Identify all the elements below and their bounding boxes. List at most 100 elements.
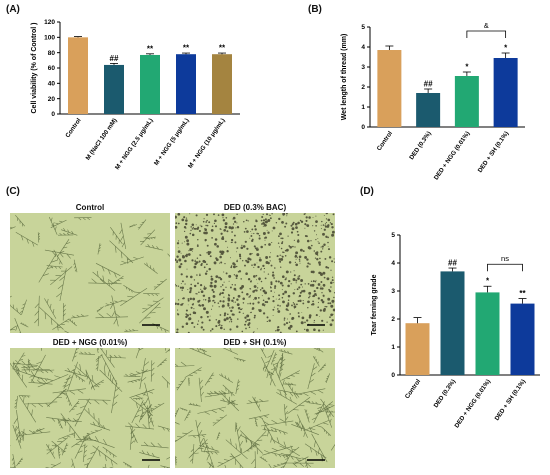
fern-leaf — [109, 374, 112, 381]
fern-leaf — [118, 355, 122, 359]
fern-branch — [260, 348, 267, 359]
crystal-dot — [198, 229, 201, 233]
fern-branch — [60, 420, 82, 422]
crystal-dot — [312, 295, 315, 298]
crystal-dot — [331, 260, 334, 263]
crystal-dot — [223, 328, 225, 330]
fern-leaf — [264, 458, 266, 461]
crystal-dot — [262, 232, 266, 235]
crystal-dot — [305, 213, 307, 214]
fern-leaf — [137, 409, 143, 412]
crystal-dot — [197, 226, 200, 229]
crystal-dot — [264, 239, 266, 241]
crystal-dot — [305, 219, 308, 222]
crystal-dot — [261, 295, 263, 297]
crystal-dot — [223, 289, 225, 292]
fern-leaf — [237, 381, 241, 384]
fern-branch — [140, 444, 169, 449]
fern-branch — [70, 315, 89, 319]
crystal-dot — [279, 281, 283, 285]
chart-b-bar — [493, 58, 518, 127]
fern-leaf — [125, 373, 129, 377]
fern-leaf — [271, 428, 274, 432]
crystal-dot — [177, 299, 180, 301]
fern-leaf — [23, 323, 25, 326]
crystal-dot — [327, 236, 329, 239]
fern-branch — [188, 403, 201, 407]
crystal-dot — [255, 248, 259, 251]
fern-branch — [138, 411, 144, 423]
fern-leaf — [69, 402, 71, 406]
crystal-dot — [320, 285, 322, 287]
crystal-dot — [239, 257, 242, 260]
fern-branch — [188, 434, 207, 437]
crystal-dot — [250, 311, 252, 314]
fern-leaf — [49, 370, 53, 373]
crystal-dot — [284, 225, 287, 228]
fern-leaf — [154, 307, 161, 309]
crystal-dot — [258, 277, 261, 281]
crystal-dot — [273, 277, 275, 279]
fern-branch — [252, 396, 262, 412]
crystal-dot — [310, 244, 313, 247]
fern-leaf — [167, 467, 169, 468]
fern-leaf — [56, 292, 62, 298]
crystal-dot — [312, 270, 315, 274]
crystal-dot — [193, 227, 196, 230]
crystal-dot — [263, 305, 266, 307]
fern-leaf — [72, 315, 76, 318]
crystal-dot — [318, 242, 320, 244]
fern-branch — [15, 395, 18, 410]
crystal-dot — [221, 284, 224, 286]
fern-leaf — [310, 372, 316, 377]
fern-leaf — [106, 313, 112, 318]
fern-leaf — [63, 304, 66, 308]
crystal-dot — [249, 258, 252, 261]
fern-branch — [316, 348, 324, 353]
fern-leaf — [150, 237, 153, 240]
crystal-dot — [175, 302, 177, 305]
fern-branch — [307, 363, 315, 389]
crystal-dot — [256, 328, 258, 330]
crystal-dot — [266, 213, 268, 216]
crystal-dot — [313, 290, 316, 293]
fern-leaf — [190, 453, 194, 457]
crystal-dot — [320, 281, 323, 283]
crystal-dot — [280, 257, 284, 261]
crystal-dot — [270, 252, 272, 254]
crystal-dot — [225, 272, 228, 275]
crystal-dot — [238, 253, 242, 256]
fern-leaf — [14, 405, 17, 408]
fern-leaf — [160, 327, 163, 331]
fern-leaf — [325, 377, 329, 380]
fern-leaf — [59, 423, 61, 426]
fern-leaf — [95, 436, 99, 443]
crystal-dot — [325, 218, 328, 220]
crystal-dot — [262, 222, 265, 225]
crystal-dot — [267, 219, 271, 222]
fern-leaf — [140, 415, 144, 418]
crystal-dot — [308, 291, 312, 295]
crystal-dot — [230, 309, 233, 313]
fern-leaf — [195, 403, 198, 406]
crystal-dot — [270, 264, 273, 267]
fern-leaf — [101, 266, 105, 272]
fern-leaf — [34, 318, 39, 324]
crystal-dot — [306, 224, 310, 227]
fern-leaf — [58, 266, 62, 270]
crystal-dot — [206, 270, 208, 273]
fern-leaf — [54, 226, 57, 231]
chart-a-y-tick-label: 0 — [51, 111, 55, 118]
fern-leaf — [279, 418, 286, 423]
crystal-dot — [327, 248, 331, 251]
crystal-dot — [186, 268, 188, 270]
fern-branch — [13, 362, 21, 376]
fern-leaf — [256, 400, 258, 405]
crystal-dot — [318, 261, 321, 264]
fern-leaf — [193, 372, 198, 374]
fern-leaf — [95, 363, 99, 366]
fern-leaf — [67, 399, 70, 403]
crystal-dot — [294, 255, 298, 258]
crystal-dot — [333, 258, 335, 260]
